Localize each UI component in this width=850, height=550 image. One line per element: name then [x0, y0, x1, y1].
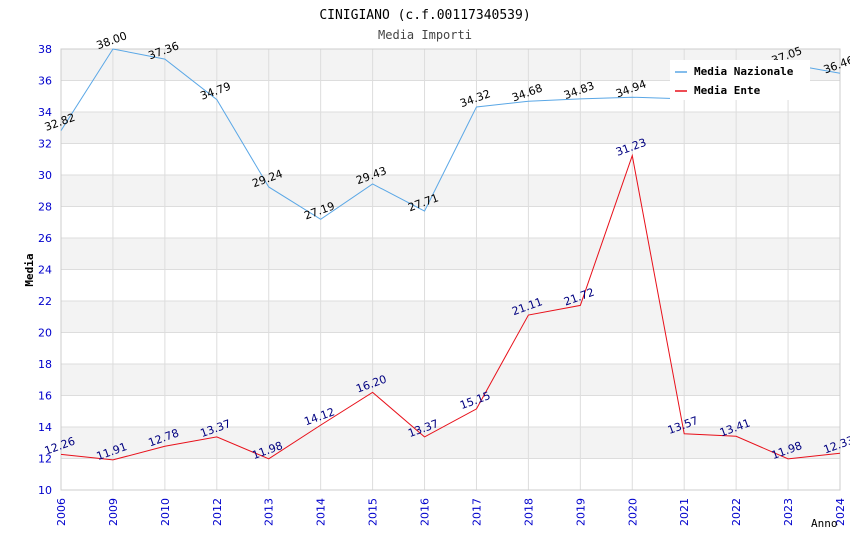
- y-tick-12: 12: [38, 453, 52, 466]
- x-tick-2009: 2009: [107, 498, 120, 526]
- gridlines: [60, 48, 841, 491]
- band-14: [61, 395, 840, 427]
- x-tick-2015: 2015: [367, 498, 380, 526]
- y-tick-22: 22: [38, 295, 52, 308]
- band-20: [61, 301, 840, 333]
- y-tick-24: 24: [38, 264, 52, 277]
- x-tick-2024: 2024: [834, 498, 847, 526]
- y-tick-14: 14: [38, 421, 52, 434]
- y-tick-26: 26: [38, 232, 52, 245]
- x-tick-2010: 2010: [159, 498, 172, 526]
- legend-label-media-nazionale: Media Nazionale: [694, 65, 794, 78]
- x-tick-2006: 2006: [55, 498, 68, 526]
- legend-label-media-ente: Media Ente: [694, 84, 761, 97]
- y-tick-labels: 10 12 14 16 18 20 22 24 26 28 30 32 34 36 38: [38, 43, 52, 497]
- x-tick-2013: 2013: [263, 498, 276, 526]
- band-24: [61, 238, 840, 270]
- y-tick-20: 20: [38, 327, 52, 340]
- y-tick-16: 16: [38, 390, 52, 403]
- x-tick-2016: 2016: [419, 498, 432, 526]
- x-tick-2020: 2020: [626, 498, 639, 526]
- series-line-1-0: [60, 153, 841, 461]
- y-tick-28: 28: [38, 201, 52, 214]
- x-tick-2017: 2017: [470, 498, 483, 526]
- band-10: [61, 458, 840, 490]
- y-tick-38: 38: [38, 43, 52, 56]
- legend: Media Nazionale Media Ente: [670, 60, 810, 100]
- x-tick-2023: 2023: [782, 498, 795, 526]
- x-tick-2021: 2021: [678, 498, 691, 526]
- x-tick-2012: 2012: [211, 498, 224, 526]
- chart-subtitle: Media Importi: [378, 28, 472, 42]
- y-tick-10: 10: [38, 484, 52, 497]
- band-32: [61, 112, 840, 144]
- y-tick-36: 36: [38, 75, 52, 88]
- x-tick-2018: 2018: [522, 498, 535, 526]
- band-18: [61, 332, 840, 364]
- band-26: [61, 206, 840, 238]
- y-tick-32: 32: [38, 138, 52, 151]
- x-tick-2019: 2019: [574, 498, 587, 526]
- series-line-0-0: [60, 48, 685, 220]
- y-axis-label: Media: [23, 253, 36, 286]
- band-12: [61, 427, 840, 459]
- chart-title: CINIGIANO (c.f.00117340539): [319, 8, 530, 23]
- x-tick-2014: 2014: [315, 498, 328, 526]
- y-tick-30: 30: [38, 169, 52, 182]
- band-22: [61, 269, 840, 301]
- background-bands: [61, 49, 840, 490]
- y-tick-18: 18: [38, 358, 52, 371]
- plot-border: [60, 48, 841, 491]
- x-tick-2022: 2022: [730, 498, 743, 526]
- band-16: [61, 364, 840, 396]
- x-axis-label: Anno: [811, 517, 838, 530]
- y-tick-34: 34: [38, 106, 52, 119]
- band-28: [61, 175, 840, 207]
- legend-box: [670, 60, 810, 100]
- x-tick-labels: 2006 2009 2010 2012 2013 2014 2015 2016 2017 2018…: [55, 498, 847, 526]
